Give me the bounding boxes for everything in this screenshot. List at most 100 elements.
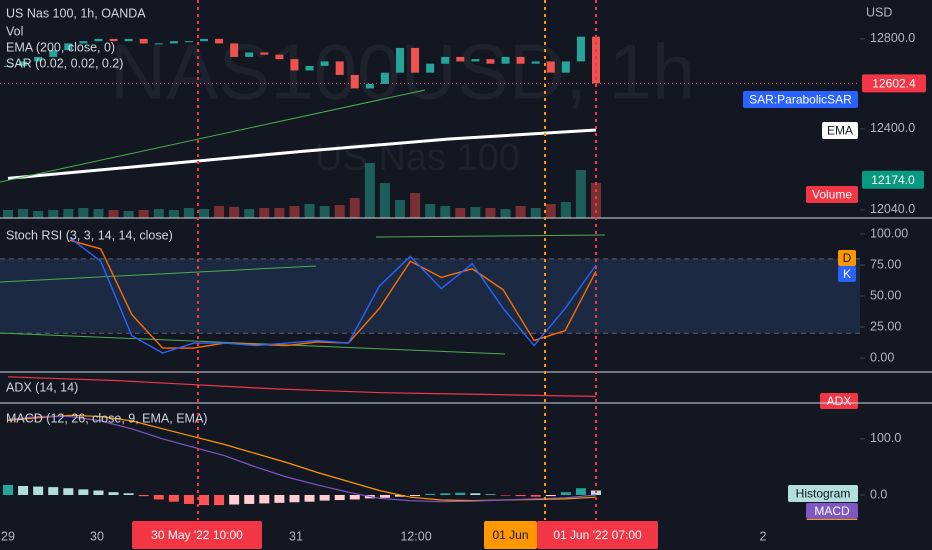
volume-bar [63, 209, 74, 218]
volume-bar [515, 206, 526, 218]
volume-bar [123, 211, 134, 218]
volume-bar [485, 208, 496, 218]
candle [486, 59, 495, 64]
symbol: US Nas 100, 1h, OANDA [6, 6, 146, 20]
volume-bar [545, 204, 556, 218]
volume-bar [560, 202, 571, 218]
candle [184, 41, 193, 43]
volume-bar [138, 210, 149, 218]
volume-bar [93, 209, 104, 218]
histogram-bar [470, 493, 481, 495]
histogram-bar [349, 494, 360, 500]
macd-tag: MACD [814, 504, 850, 518]
histogram-bar [410, 494, 421, 497]
candle [335, 61, 344, 75]
signal-line [7, 414, 597, 502]
volume-tag-bg [806, 186, 858, 203]
adx-line [7, 376, 597, 397]
candle [290, 59, 299, 71]
ema-tag: EMA [827, 124, 853, 138]
volume-bar [319, 206, 330, 218]
time-label: 2 [760, 529, 767, 543]
price-tick-label: 12400.0 [870, 121, 915, 135]
candle [79, 41, 88, 44]
histogram-bar [138, 494, 149, 497]
adx-tag: ADX [827, 394, 852, 408]
candle [546, 61, 555, 73]
stoch-tick-label: 100.00 [870, 226, 908, 240]
candle [350, 74, 359, 89]
histogram-bar [18, 486, 29, 495]
histogram-tag-bg [788, 485, 858, 502]
macd-tag-bg [806, 503, 858, 519]
candle [320, 61, 329, 66]
volume-bar [530, 208, 541, 218]
stoch-k-tag: K [843, 267, 851, 281]
volume-bar [18, 209, 29, 218]
candle [576, 36, 585, 62]
candle [139, 38, 148, 44]
volume-bar [78, 208, 89, 218]
histogram-bar [183, 494, 194, 504]
volume-bar [259, 208, 270, 218]
candle [516, 56, 525, 64]
volume-bar [153, 209, 164, 218]
histogram-bar [33, 486, 44, 495]
last-price-tag: 12602.4 [872, 77, 916, 91]
stoch-band [0, 258, 860, 334]
histogram-bar [425, 493, 436, 495]
macd-tick-label: 0.0 [870, 487, 887, 501]
histogram-bar [48, 487, 59, 495]
candle [230, 43, 239, 57]
histogram-bar [168, 494, 179, 502]
macd-line [7, 415, 597, 503]
candle [124, 38, 133, 42]
volume-bar [440, 206, 451, 218]
cursor-time-label-bg [537, 521, 658, 549]
volume-bar [575, 170, 586, 218]
histogram-bar [244, 494, 255, 504]
trend-line [0, 265, 317, 283]
candle [19, 61, 28, 66]
histogram-bar [289, 494, 300, 503]
sar-tag: SAR:ParabolicSAR [749, 93, 852, 107]
candle [275, 54, 284, 60]
volume-bar [304, 204, 315, 218]
macd-title: MACD (12, 26, close, 9, EMA, EMA) [6, 411, 207, 425]
time-label: 31 [289, 529, 303, 543]
volume-bar [334, 205, 345, 218]
volume-bar [470, 207, 481, 218]
histogram-bar [108, 492, 119, 495]
candle [169, 41, 178, 44]
cursor-time-label: 30 May '22 10:00 [151, 528, 243, 542]
candle [260, 52, 269, 55]
volume-bar [349, 198, 360, 218]
histogram-bar [199, 494, 209, 506]
price-tick-label: 12800.0 [870, 31, 915, 45]
candle [561, 61, 570, 73]
volume-bar [108, 210, 119, 218]
candle [94, 38, 103, 42]
histogram-bar [274, 494, 285, 503]
histogram-bar [500, 494, 511, 496]
volume-bar [199, 209, 209, 218]
candle [531, 61, 540, 64]
histogram-bar [78, 489, 89, 495]
histogram-bar [395, 494, 405, 497]
histogram-bar [560, 492, 571, 495]
volume-bar [274, 208, 285, 218]
candle [154, 43, 163, 45]
macd-tick-label: 100.0 [870, 431, 901, 445]
volume-tag: Volume [812, 188, 852, 202]
volume-bar [3, 210, 13, 218]
histogram-bar [304, 494, 315, 502]
candle [365, 83, 374, 89]
time-label: 30 [90, 529, 104, 543]
volume-bar [229, 207, 240, 218]
trend-line [0, 89, 426, 183]
candle [426, 63, 435, 73]
candle [34, 56, 43, 62]
volume-bar [364, 163, 375, 218]
volume-price-tag: 12174.0 [871, 173, 915, 187]
